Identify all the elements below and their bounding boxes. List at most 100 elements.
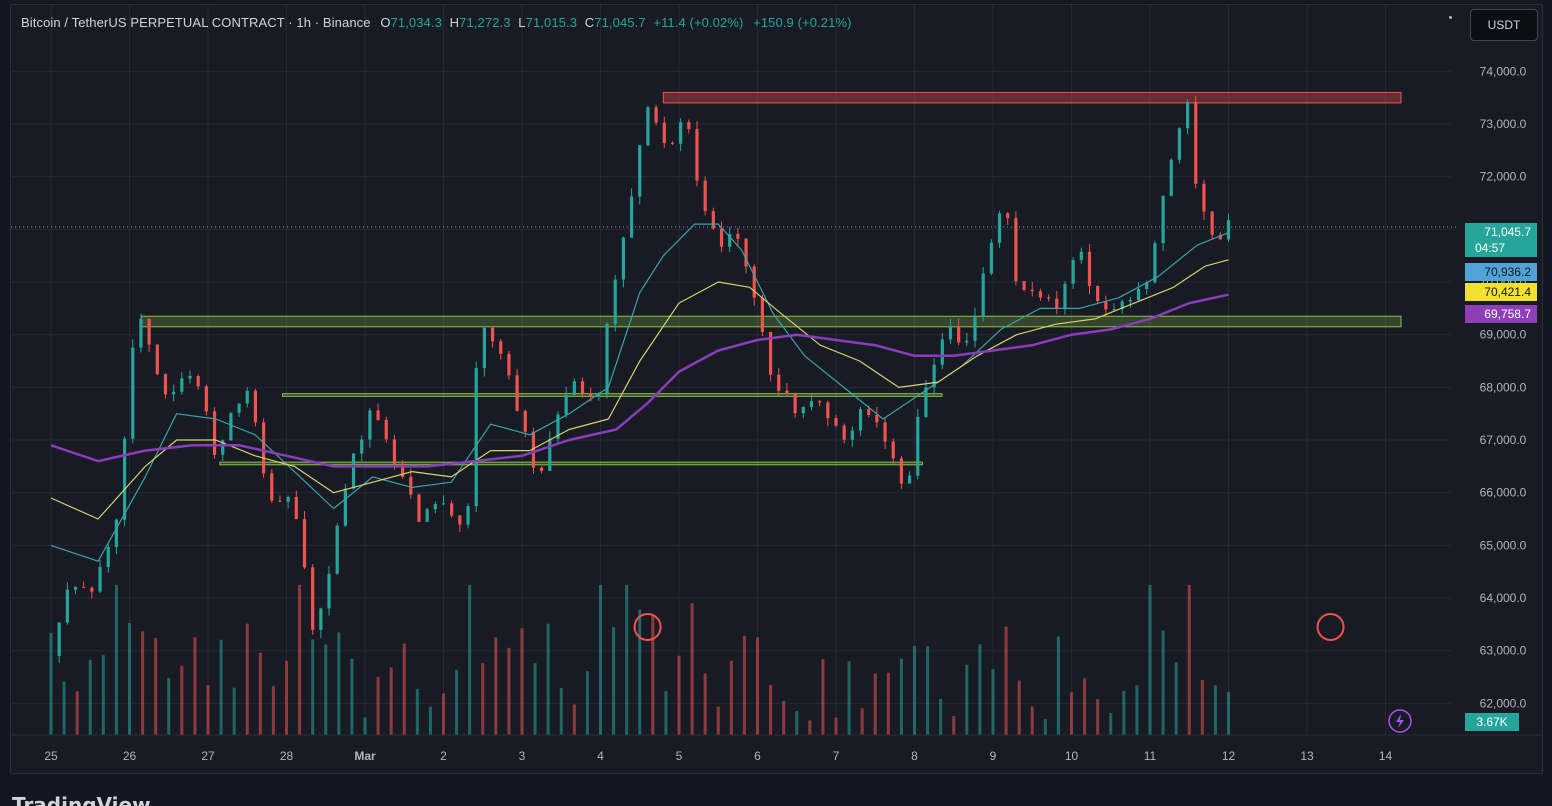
volume-bar	[965, 664, 969, 735]
lightning-icon	[1388, 709, 1412, 733]
candle	[1022, 281, 1026, 290]
volume-bar	[1122, 690, 1126, 735]
candle	[629, 196, 634, 238]
price-badge: 69,758.7	[1465, 305, 1537, 323]
volume-bar	[337, 632, 341, 735]
candle	[850, 430, 854, 440]
time-tick-label: 27	[201, 749, 215, 763]
candle	[940, 339, 944, 365]
volume-bar	[690, 603, 694, 735]
moving-average-line	[50, 223, 1229, 562]
volume-bar	[415, 689, 419, 735]
volume-bar	[795, 711, 799, 735]
price-tick-label: 74,000.0	[1480, 64, 1527, 78]
candle	[1128, 299, 1132, 302]
volume-bar	[664, 690, 668, 735]
candle	[793, 394, 797, 414]
price-change: +11.4 (+0.02%)	[653, 15, 744, 30]
time-tick-label: 6	[754, 749, 761, 763]
candle	[1096, 286, 1100, 302]
tradingview-logo[interactable]: TradingView	[12, 793, 151, 806]
volume-bar	[507, 647, 511, 735]
candle	[564, 395, 568, 415]
volume-bar	[376, 676, 380, 735]
candle	[858, 409, 863, 431]
chart-canvas[interactable]: 74,000.073,000.072,000.071,000.070,000.0…	[11, 5, 1542, 773]
candle	[1055, 298, 1059, 309]
time-tick-label: 13	[1300, 749, 1314, 763]
volume-bar	[1096, 699, 1100, 735]
indicator-dot	[1449, 16, 1452, 19]
candle	[1202, 183, 1206, 212]
candles	[57, 96, 1231, 663]
badge-bg	[1465, 223, 1537, 257]
candle	[867, 409, 871, 416]
candle	[801, 406, 805, 414]
candle	[924, 387, 928, 417]
candle	[899, 458, 904, 484]
candle	[278, 500, 282, 502]
candle	[286, 496, 290, 502]
candle	[245, 390, 249, 404]
volume-bar	[245, 623, 249, 735]
candle	[670, 142, 675, 144]
price-tick-label: 66,000.0	[1480, 486, 1527, 500]
candle	[65, 589, 69, 623]
candle	[351, 453, 356, 489]
volume-bar	[1148, 585, 1152, 735]
volume-bar	[782, 700, 786, 735]
candle	[638, 145, 642, 197]
volume-change: +150.9 (+0.21%)	[753, 15, 852, 30]
candle	[106, 546, 110, 567]
price-tick-label: 64,000.0	[1480, 591, 1527, 605]
volume-bar	[1043, 719, 1047, 735]
volume-bar	[154, 638, 158, 735]
candle	[188, 376, 192, 379]
volume-bar	[1200, 679, 1204, 735]
volume-bar	[756, 637, 759, 735]
volume-bar	[1004, 626, 1008, 735]
volume-bar	[206, 685, 210, 735]
volume-bars	[49, 585, 1230, 735]
volume-bar	[285, 661, 288, 735]
grid-lines	[11, 5, 1451, 735]
volume-bar	[1227, 691, 1230, 735]
candle	[875, 415, 879, 423]
time-tick-label: 8	[911, 749, 918, 763]
candle	[957, 325, 961, 343]
candle	[425, 509, 429, 522]
volume-badge: 3.67K	[1465, 713, 1519, 731]
time-tick-label: 4	[597, 749, 604, 763]
price-tick-label: 62,000.0	[1480, 696, 1527, 710]
badge-bg	[1465, 305, 1537, 323]
candle	[163, 374, 168, 395]
candle	[270, 473, 274, 501]
candle	[1153, 243, 1157, 283]
candle	[728, 233, 732, 247]
candle	[114, 519, 119, 547]
price-badge: 70,421.4	[1465, 283, 1537, 301]
candle	[1071, 260, 1075, 284]
volume-bar	[703, 673, 707, 735]
volume-bar	[88, 659, 92, 735]
candle	[1087, 251, 1092, 287]
candle	[1145, 282, 1149, 289]
candle	[556, 414, 560, 439]
currency-button[interactable]: USDT	[1470, 9, 1538, 41]
candle	[768, 331, 773, 375]
lightning-bolt	[1396, 714, 1404, 728]
candle	[311, 567, 315, 630]
volume-bar	[546, 623, 550, 735]
candle	[180, 378, 184, 392]
volume-bar	[1109, 713, 1113, 735]
symbol-title[interactable]: Bitcoin / TetherUS PERPETUAL CONTRACT · …	[21, 15, 371, 30]
candle	[1014, 218, 1018, 282]
volume-bar	[428, 706, 432, 735]
volume-bar	[847, 661, 851, 735]
candle	[1063, 283, 1067, 309]
volume-bar	[1174, 662, 1178, 735]
candle	[482, 327, 486, 369]
candle	[73, 586, 78, 590]
candle	[1177, 128, 1182, 160]
volume-bar	[1070, 692, 1073, 735]
